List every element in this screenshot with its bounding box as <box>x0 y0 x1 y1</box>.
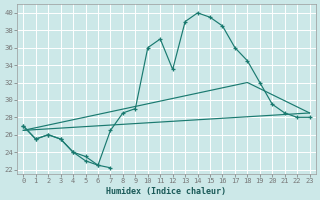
X-axis label: Humidex (Indice chaleur): Humidex (Indice chaleur) <box>107 187 227 196</box>
